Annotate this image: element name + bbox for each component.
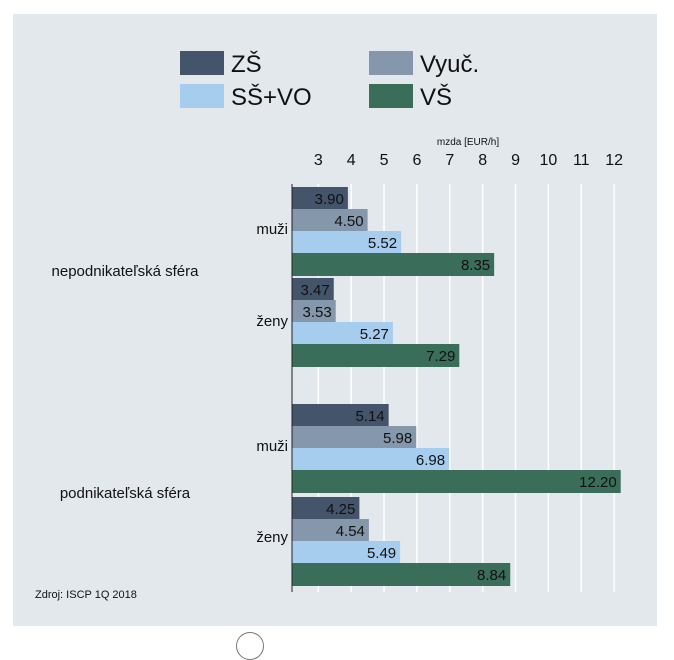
axis-title: mzda [EUR/h] (437, 137, 499, 148)
subgroup-label: ženy (256, 529, 288, 546)
legend-label: Vyuč. (420, 51, 479, 78)
x-tick-label: 11 (573, 152, 590, 169)
legend-label: ZŠ (231, 50, 262, 78)
bar (292, 448, 450, 471)
bar-chart: ZŠ Vyuč. SŠ+VO VŠ mzda [EUR/h] 3 4 5 6 7 8 9 10 11 12 n… (35, 50, 623, 601)
x-tick-label: 8 (478, 152, 487, 169)
group-label: podnikateľská sféra (60, 485, 191, 502)
bar-value-label: 4.54 (336, 523, 365, 540)
bar-value-label: 4.25 (326, 501, 355, 518)
legend-swatch (180, 51, 224, 75)
bar-value-label: 5.98 (383, 430, 412, 447)
bar (292, 497, 360, 520)
legend-swatch (369, 84, 413, 108)
x-tick-label: 12 (605, 152, 623, 169)
subgroup-label: muži (256, 438, 288, 455)
legend-swatch (180, 84, 224, 108)
x-tick-label: 7 (445, 152, 454, 169)
bar (292, 470, 621, 493)
source-note: Zdroj: ISCP 1Q 2018 (35, 589, 137, 601)
bar-value-label: 8.35 (461, 257, 490, 274)
bar-value-label: 5.49 (367, 545, 396, 562)
bar (292, 253, 495, 276)
chart-figure: ZŠ Vyuč. SŠ+VO VŠ mzda [EUR/h] 3 4 5 6 7 8 9 10 11 12 n… (13, 14, 657, 626)
bar (292, 519, 369, 542)
x-tick-label: 5 (380, 152, 389, 169)
legend-swatch (369, 51, 413, 75)
legend-label: VŠ (420, 83, 452, 111)
bar-value-label: 5.27 (360, 326, 389, 343)
subgroup-label: muži (256, 221, 288, 238)
bar-value-label: 3.47 (301, 282, 330, 299)
bar-value-label: 6.98 (416, 452, 445, 469)
bar (292, 426, 417, 449)
bar (292, 187, 348, 210)
legend-label: SŠ+VO (231, 83, 312, 111)
bar (292, 300, 336, 323)
bar (292, 209, 368, 232)
bar-value-label: 5.52 (368, 235, 397, 252)
bar-value-label: 3.53 (303, 304, 332, 321)
x-tick-label: 4 (347, 152, 356, 169)
bar (292, 541, 401, 564)
bar-value-label: 5.14 (355, 408, 384, 425)
circle-marker (236, 632, 264, 660)
bar-value-label: 3.90 (315, 191, 344, 208)
bar-value-label: 8.84 (477, 567, 506, 584)
x-tick-label: 10 (539, 152, 557, 169)
bar (292, 563, 511, 586)
group-label: nepodnikateľská sféra (52, 263, 200, 280)
bar-value-label: 12.20 (579, 474, 617, 491)
bar (292, 231, 402, 254)
x-tick-label: 6 (412, 152, 421, 169)
bar (292, 344, 460, 367)
bar (292, 278, 334, 301)
x-tick-label: 3 (314, 152, 323, 169)
bar-value-label: 7.29 (426, 348, 455, 365)
x-tick-label: 9 (511, 152, 520, 169)
bar (292, 322, 393, 345)
bar-value-label: 4.50 (334, 213, 363, 230)
subgroup-label: ženy (256, 313, 288, 330)
bar (292, 404, 389, 427)
